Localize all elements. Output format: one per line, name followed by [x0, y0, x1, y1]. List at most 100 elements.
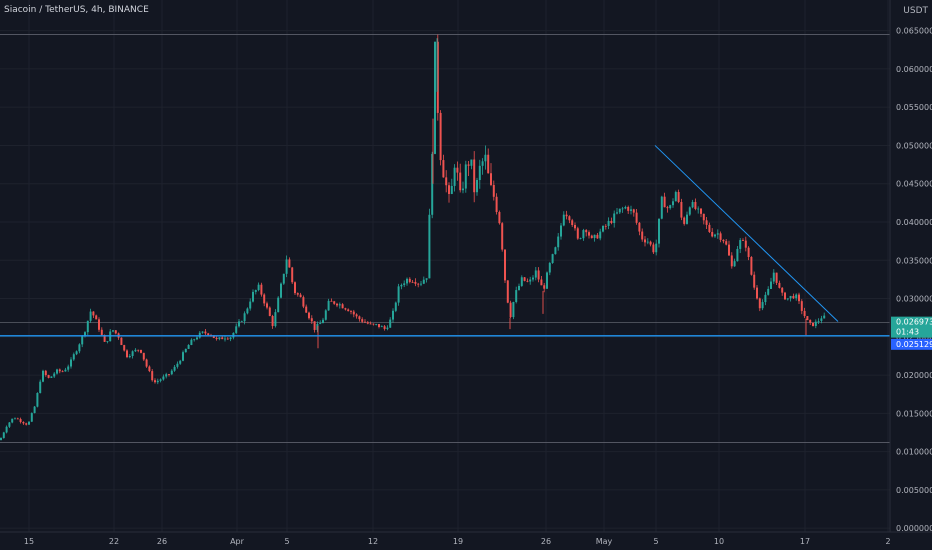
candle-body [750, 256, 753, 275]
candle-body [291, 267, 294, 283]
candle-body [784, 292, 786, 300]
candle-body [450, 185, 453, 194]
candle-body [789, 295, 792, 299]
candle-body [672, 201, 674, 206]
candle-body [266, 303, 268, 308]
candle-body [86, 320, 89, 333]
y-tick-label: 0.065000 [896, 27, 932, 36]
candle-body [806, 316, 809, 321]
candle-body [610, 220, 613, 224]
candle-body [613, 213, 616, 224]
candle-body [532, 277, 534, 280]
candle-body [67, 366, 70, 370]
candle-body [296, 293, 299, 295]
symbol-name[interactable]: Siacoin / TetherUS [4, 5, 86, 15]
candle-body [277, 297, 280, 313]
candle-body [254, 290, 257, 292]
candle-body [28, 421, 30, 425]
candle-body [221, 337, 224, 340]
candle-body [260, 284, 263, 295]
candle-body [198, 332, 201, 338]
candle-body [75, 351, 78, 355]
candle-body [238, 321, 240, 327]
candle-body [814, 321, 817, 327]
candle-body [420, 283, 422, 285]
candle-body [512, 301, 515, 318]
candle-body [414, 281, 417, 284]
candle-body [554, 247, 557, 255]
candle-body [630, 209, 632, 211]
time-axis[interactable]: 15 22 26 Apr 5 12 19 26 May 5 10 17 2 [24, 537, 891, 546]
x-tick-label: 15 [24, 537, 34, 546]
candle-body [187, 344, 190, 349]
candle-body [78, 344, 81, 352]
candle-body [366, 322, 369, 324]
candle-body [201, 331, 204, 333]
y-tick-label: 0.015000 [896, 409, 932, 418]
interval-label[interactable]: 4h [91, 5, 103, 15]
grid-lines [0, 0, 890, 532]
candle-body [571, 220, 574, 226]
candle-body [324, 310, 327, 320]
drawings [0, 145, 890, 337]
candle-body [719, 233, 722, 240]
candle-body [691, 201, 694, 208]
candle-body [305, 306, 308, 313]
x-tick-label: 26 [157, 537, 167, 546]
candle-body [98, 319, 100, 330]
candle-body [725, 241, 728, 245]
candle-body [81, 335, 84, 345]
candle-body [756, 287, 758, 299]
candle-body [333, 301, 336, 304]
candle-body [50, 376, 53, 378]
candle-body [705, 220, 708, 225]
candle-body [775, 272, 778, 283]
candle-body [263, 294, 266, 304]
candle-body [375, 324, 378, 325]
candle-body [358, 316, 361, 320]
candle-body [820, 318, 823, 321]
candle-body [131, 351, 134, 357]
candle-body [632, 209, 635, 213]
candle-body [30, 413, 33, 422]
y-tick-label: 0.055000 [896, 103, 932, 112]
candle-body [772, 272, 775, 282]
candle-body [753, 274, 756, 288]
x-tick-label: 12 [368, 537, 378, 546]
candle-body [596, 234, 599, 239]
candle-body [476, 180, 478, 193]
candle-body [669, 205, 672, 209]
candle-body [798, 294, 800, 302]
candle-body [747, 247, 750, 257]
candle-body [540, 279, 543, 286]
candle-body [148, 366, 151, 372]
currency-label[interactable]: USDT [903, 6, 928, 16]
candle-body [411, 281, 414, 283]
candle-body [520, 277, 523, 286]
candle-body [761, 302, 764, 309]
candle-body [229, 337, 232, 340]
candle-body [484, 154, 487, 162]
candle-body [294, 282, 296, 294]
candle-body [154, 380, 156, 383]
candle-body [652, 244, 655, 253]
candle-body [380, 326, 383, 328]
candle-body [53, 373, 56, 377]
candle-body [616, 212, 618, 214]
y-tick-label: 0.030000 [896, 295, 932, 304]
candle-body [207, 333, 210, 336]
candle-body [688, 207, 691, 215]
candle-body [618, 208, 621, 213]
x-tick-label: 5 [653, 537, 658, 546]
candle-body [459, 172, 462, 191]
candle-body [383, 326, 386, 329]
candle-body [660, 196, 663, 219]
candle-body [403, 283, 406, 285]
candle-body [781, 287, 784, 293]
candle-body [585, 230, 588, 233]
candle-body [151, 371, 154, 381]
y-tick-label: 0.035000 [896, 256, 932, 265]
candle-body [548, 262, 551, 273]
candle-body [428, 214, 431, 279]
